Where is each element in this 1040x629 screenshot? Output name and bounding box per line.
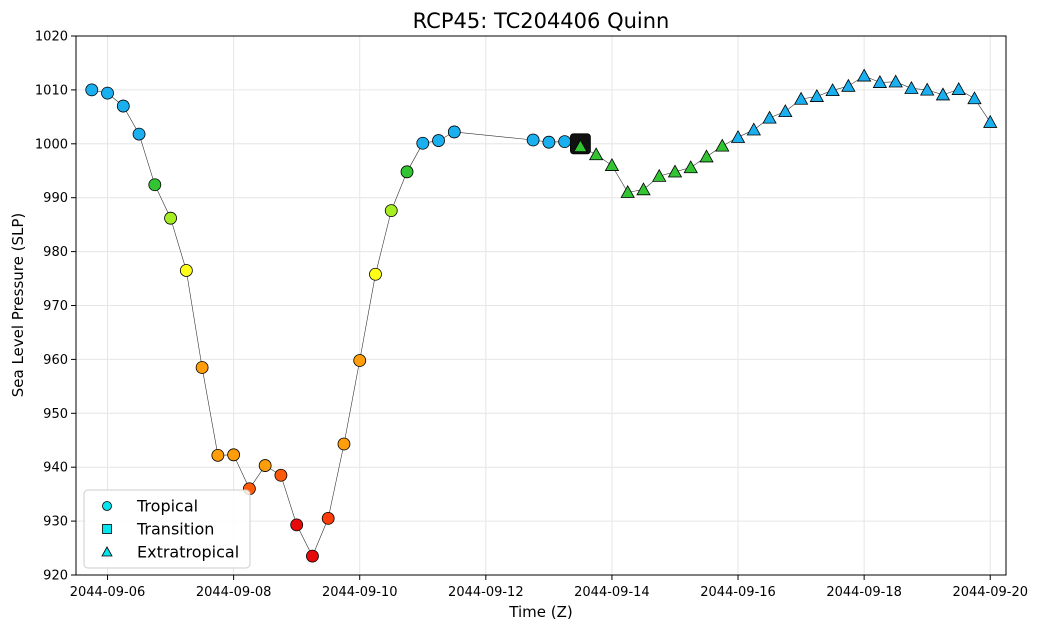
x-tick-label: 2044-09-14	[574, 585, 650, 600]
extratropical-point	[888, 74, 903, 88]
extratropical-point	[573, 139, 588, 153]
legend-triangle-marker	[101, 546, 113, 557]
y-tick-label: 1000	[35, 137, 68, 152]
x-tick-label: 2044-09-16	[700, 585, 776, 600]
tropical-point	[321, 512, 335, 525]
chart-title: RCP45: TC204406 Quinn	[413, 9, 670, 33]
extratropical-point	[667, 164, 683, 178]
extratropical-point	[730, 130, 746, 143]
x-tick-label: 2044-09-12	[448, 585, 524, 600]
extratropical-point	[762, 110, 777, 124]
tropical-point	[101, 86, 114, 100]
extratropical-point	[636, 182, 651, 196]
extratropical-point	[841, 78, 856, 92]
extratropical-point	[746, 122, 761, 136]
extratropical-point	[856, 68, 872, 82]
y-axis: 920 930 940 950 960 970 980 990 1000 1010 1020	[35, 30, 76, 584]
legend-label: Transition	[136, 520, 214, 539]
tropical-point	[148, 178, 162, 192]
tropical-point	[258, 459, 272, 472]
tropical-point	[526, 133, 540, 147]
tropical-point	[353, 354, 367, 367]
extratropical-point	[793, 91, 809, 105]
extratropical-point	[825, 83, 840, 97]
x-tick-label: 2044-09-06	[70, 585, 146, 600]
extratropical-point	[588, 147, 604, 161]
x-axis: 2044-09-06 2044-09-08 2044-09-10 2044-09-12…	[70, 575, 1028, 600]
tropical-point	[558, 135, 572, 149]
tropical-point	[369, 267, 382, 281]
extratropical-point	[983, 114, 998, 128]
y-tick-label: 920	[43, 569, 68, 584]
y-tick-label: 970	[43, 299, 68, 314]
legend-box	[83, 489, 251, 569]
tropical-point	[195, 361, 209, 374]
tropical-point	[211, 448, 225, 462]
legend-label: Tropical	[136, 497, 198, 516]
tropical-point	[227, 448, 241, 462]
tropical-point	[432, 134, 445, 147]
x-tick-label: 2044-09-20	[952, 585, 1028, 600]
extratropical-point	[920, 82, 935, 96]
legend-label: Extratropical	[137, 543, 239, 562]
legend: Tropical Transition Extratropical	[83, 489, 251, 569]
y-tick-label: 980	[43, 245, 68, 260]
extratropical-point	[935, 87, 951, 101]
extratropical-point	[620, 184, 635, 198]
y-tick-label: 930	[43, 515, 68, 530]
x-tick-label: 2044-09-10	[322, 585, 398, 600]
tropical-point	[164, 211, 177, 225]
data-points	[85, 68, 998, 563]
y-tick-label: 960	[43, 353, 68, 368]
x-axis-label: Time (Z)	[508, 603, 572, 621]
track-line	[91, 75, 991, 557]
extratropical-point	[715, 138, 730, 152]
extratropical-point	[683, 160, 698, 174]
extratropical-point	[904, 80, 919, 94]
extratropical-point	[872, 75, 888, 88]
tropical-point	[400, 165, 414, 179]
y-tick-label: 940	[43, 461, 68, 476]
tropical-point	[132, 127, 146, 141]
y-axis-label: Sea Level Pressure (SLP)	[9, 213, 27, 398]
x-tick-label: 2044-09-08	[196, 585, 272, 600]
tropical-point	[337, 437, 351, 451]
tropical-point	[542, 135, 556, 149]
y-tick-label: 950	[43, 407, 68, 422]
tropical-point	[274, 468, 288, 482]
tropical-point	[116, 99, 130, 113]
tropical-point	[85, 83, 99, 97]
tropical-point	[447, 125, 461, 139]
legend-square-marker	[102, 524, 112, 534]
tropical-point	[306, 549, 319, 563]
extratropical-point	[951, 82, 966, 95]
tropical-point	[384, 204, 398, 218]
extratropical-point	[699, 149, 714, 163]
extratropical-point	[604, 158, 620, 171]
x-tick-label: 2044-09-18	[826, 585, 902, 600]
y-tick-label: 990	[43, 191, 68, 206]
legend-circle-marker	[102, 501, 112, 511]
tropical-point	[179, 264, 193, 277]
extratropical-point	[809, 89, 825, 102]
y-tick-label: 1010	[35, 83, 68, 98]
grid	[76, 35, 1006, 576]
extratropical-point	[652, 168, 667, 182]
extratropical-point	[967, 91, 982, 105]
extratropical-point	[778, 104, 793, 118]
tropical-point	[290, 518, 304, 532]
y-tick-label: 1020	[35, 30, 68, 45]
tropical-point	[416, 136, 430, 150]
